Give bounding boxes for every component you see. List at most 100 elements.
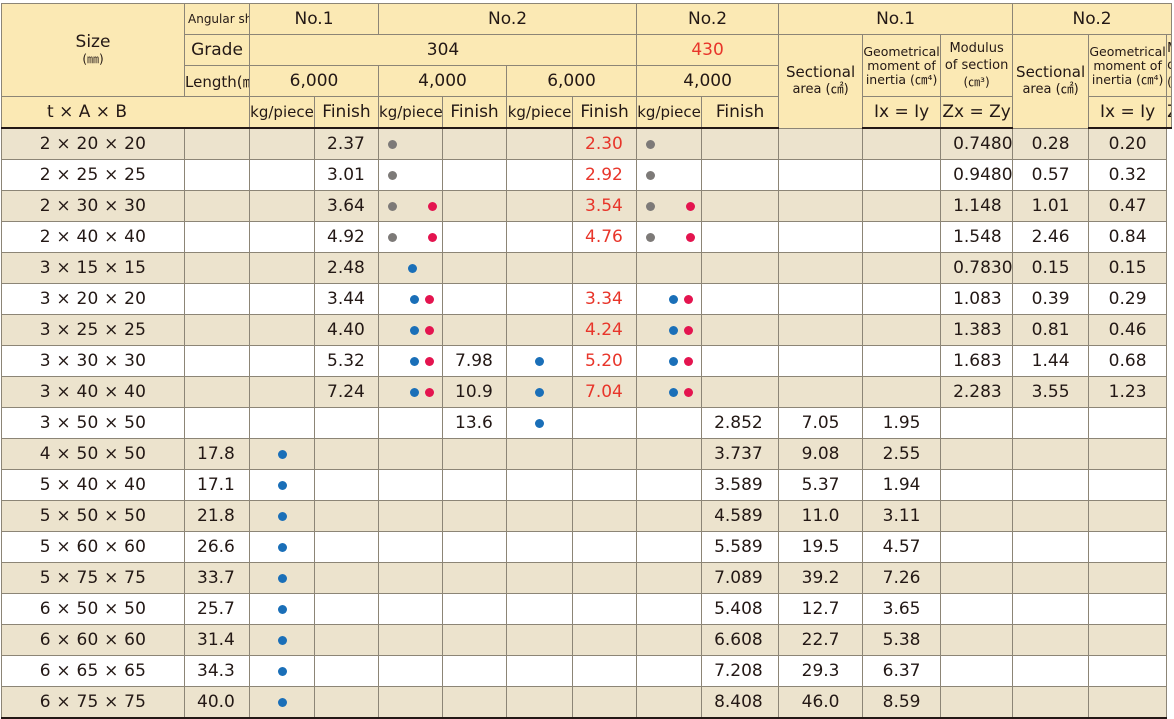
no2b-kg-cell: [442, 438, 508, 470]
p2-zx-cell: 0.29: [1088, 283, 1168, 315]
blue-finish-dot-icon: [410, 325, 420, 335]
size-cell: 4 × 50 × 50: [1, 438, 185, 470]
size-cell: 5 × 75 × 75: [1, 562, 185, 594]
p1-geo-line3: inertia (㎝⁴): [865, 71, 938, 87]
no2a-kg-cell: [313, 655, 380, 687]
no2b-kg-cell: [442, 686, 508, 719]
no2a-kg-cell: 5.32: [313, 345, 380, 377]
no2a-kg-cell: 2.37: [313, 127, 380, 160]
no430-kg-cell: [572, 438, 638, 470]
no430-finish-cell: [636, 531, 703, 563]
p1-ix-cell: 29.3: [778, 655, 864, 687]
blue-finish-dot-icon: [410, 294, 420, 304]
p1-ix-cell: 19.5: [778, 531, 864, 563]
no430-kg-cell: 3.54: [572, 190, 638, 222]
pink-finish-dot-icon: [684, 387, 694, 397]
blue-finish-dot-icon: [669, 387, 679, 397]
no430-finish-cell: [636, 500, 703, 532]
p2-ix-cell: [1012, 686, 1090, 719]
no2a-kg-header: kg/piece: [378, 96, 444, 129]
no430-kg-cell: [572, 407, 638, 439]
no2b-kg-cell: [442, 531, 508, 563]
p1-area-cell: 5.589: [701, 531, 780, 563]
p1-modulus-header: Modulus of section (㎝³): [940, 34, 1014, 97]
p2-area-cell: 0.7480: [940, 127, 1014, 160]
no1-kg-cell: 31.4: [184, 624, 250, 656]
no2b-kg-header: kg/piece: [506, 96, 574, 129]
no1-kg-cell: [184, 190, 250, 222]
no1-kg-cell: 17.8: [184, 438, 250, 470]
p1-mod-line3: (㎝³): [963, 75, 990, 89]
no2b-kg-cell: [442, 314, 508, 346]
no430-finish-cell: [636, 438, 703, 470]
p1-zx-cell: 1.95: [862, 407, 942, 439]
size-cell: 2 × 20 × 20: [1, 127, 185, 160]
length-label: Length(㎜): [184, 65, 250, 97]
table-row: 2 × 25 × 25 3.01 2.92 0.9480 0.57 0.32: [1, 159, 1172, 191]
p2-area-unit: area (㎠): [1022, 82, 1079, 98]
p1-area-unit: area (㎠): [792, 82, 849, 98]
no2a-finish-cell: [378, 500, 444, 532]
p1-ix-cell: [778, 159, 864, 191]
p1-area-cell: 7.208: [701, 655, 780, 687]
blue-finish-dot-icon: [277, 480, 287, 490]
no2b-kg-cell: [442, 469, 508, 501]
no430-kg-cell: [572, 252, 638, 284]
gray-finish-dot-icon: [388, 201, 398, 211]
table-row: 3 × 20 × 20 3.44 3.34 1.083 0.39 0.29: [1, 283, 1172, 315]
p2-mod-line2: of section: [1168, 57, 1171, 74]
no1-finish-cell: [249, 624, 315, 656]
no2a-kg-cell: [313, 407, 380, 439]
table-row: 6 × 60 × 60 31.4 6.608 22.7 5.38: [1, 624, 1172, 656]
no2a-finish-cell: [378, 593, 444, 625]
no430-finish-cell: [636, 469, 703, 501]
no430-kg-cell: [572, 469, 638, 501]
p1-ix-cell: [778, 127, 864, 160]
table-row: 5 × 40 × 40 17.1 3.589 5.37 1.94: [1, 469, 1172, 501]
no2b-finish-cell: [506, 655, 574, 687]
p1-ix-cell: 7.05: [778, 407, 864, 439]
pink-finish-dot-icon: [428, 201, 438, 211]
gray-finish-dot-icon: [646, 201, 656, 211]
p2-ix-cell: 2.46: [1012, 221, 1090, 253]
grade-430: 430: [636, 34, 780, 66]
p1-ix-cell: [778, 314, 864, 346]
p2-geo-line3: inertia (㎝⁴): [1091, 71, 1164, 87]
no2b-kg-cell: 10.9: [442, 376, 508, 408]
no2b-finish-cell: [506, 221, 574, 253]
no430-kg-cell: 4.24: [572, 314, 638, 346]
no2b-finish-cell: [506, 686, 574, 719]
no430-finish-header: Finish: [701, 96, 780, 129]
p2-geo-moment-header: Geometrical moment of inertia (㎝⁴): [1088, 34, 1168, 97]
p2-area-cell: 1.083: [940, 283, 1014, 315]
gray-finish-dot-icon: [388, 139, 398, 149]
no2-shape-header-430: No.2: [636, 3, 780, 35]
p2-area-cell: [940, 438, 1014, 470]
p1-area-cell: [701, 283, 780, 315]
p1-area-cell: [701, 127, 780, 160]
blue-finish-dot-icon: [669, 325, 679, 335]
table-row: 3 × 15 × 15 2.48 0.7830 0.15 0.15: [1, 252, 1172, 284]
p2-ix-cell: 0.81: [1012, 314, 1090, 346]
pink-finish-dot-icon: [425, 325, 435, 335]
p1-area-cell: [701, 345, 780, 377]
size-cell: 3 × 40 × 40: [1, 376, 185, 408]
size-cell: 6 × 75 × 75: [1, 686, 185, 719]
no2a-finish-cell: [378, 252, 444, 284]
no2b-finish-cell: [506, 127, 574, 160]
p1-area-cell: 5.408: [701, 593, 780, 625]
p2-zx-cell: 0.15: [1088, 252, 1168, 284]
p2-area-cell: [940, 624, 1014, 656]
no2a-finish-cell: [378, 531, 444, 563]
table-row: 5 × 60 × 60 26.6 5.589 19.5 4.57: [1, 531, 1172, 563]
p1-zx-cell: 2.55: [862, 438, 942, 470]
blue-finish-dot-icon: [277, 666, 287, 676]
table-row: 5 × 50 × 50 21.8 4.589 11.0 3.11: [1, 500, 1172, 532]
p2-mod-line3: (㎝³): [1167, 75, 1172, 89]
p1-ix-cell: 22.7: [778, 624, 864, 656]
table-row: 3 × 50 × 50 13.6 2.852 7.05 1.95: [1, 407, 1172, 439]
no1-finish-cell: [249, 438, 315, 470]
no430-kg-cell: 5.20: [572, 345, 638, 377]
no2b-finish-cell: [506, 438, 574, 470]
no1-kg-cell: [184, 127, 250, 160]
